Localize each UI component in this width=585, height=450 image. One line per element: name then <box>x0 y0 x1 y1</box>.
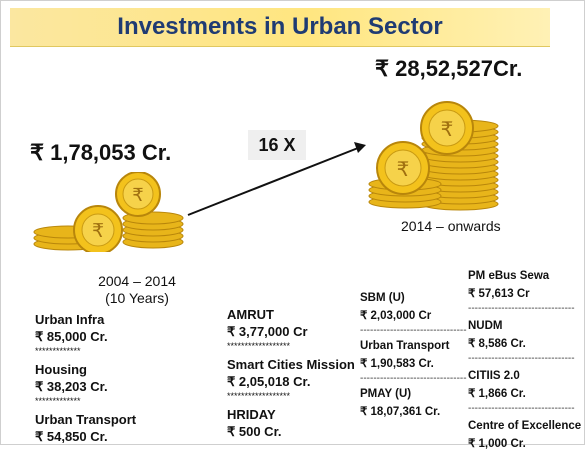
col4-item-value: ₹ 1,866 Cr. <box>468 388 526 400</box>
col4-item-name: Centre of Excellence <box>468 420 582 432</box>
col2-separator: ****************** <box>227 341 291 351</box>
col4-separator: -------------------------------- <box>468 303 575 314</box>
col4-item-value: ₹ 1,000 Cr. <box>468 438 526 450</box>
svg-text:₹: ₹ <box>132 185 143 206</box>
col2-item-name: Smart Cities Mission <box>227 357 355 372</box>
col3-item-name: SBM (U) <box>360 292 405 304</box>
col1-item-value: ₹ 38,203 Cr. <box>35 379 108 394</box>
col1-item-value: ₹ 54,850 Cr. <box>35 429 108 444</box>
rupee-coin-stack-large: ₹ ₹ <box>368 101 499 211</box>
page-title: Investments in Urban Sector <box>117 13 443 40</box>
multiplier-badge: 16 X <box>248 130 306 160</box>
col3-separator: -------------------------------- <box>360 325 467 336</box>
col1-item-name: Urban Transport <box>35 412 137 427</box>
col3-item-value: ₹ 18,07,361 Cr. <box>360 406 441 418</box>
col2-separator: ****************** <box>227 391 291 401</box>
col2-item-value: ₹ 3,77,000 Cr <box>227 324 308 339</box>
svg-text:₹: ₹ <box>397 157 410 181</box>
col3-item-name: Urban Transport <box>360 340 450 352</box>
col2-item-value: ₹ 2,05,018 Cr. <box>227 374 311 389</box>
col3-item-value: ₹ 2,03,000 Cr <box>360 310 432 322</box>
rupee-coin-stack-small: ₹ ₹ <box>33 172 184 252</box>
col1-item-value: ₹ 85,000 Cr. <box>35 329 108 344</box>
col1-item-name: Housing <box>35 362 87 377</box>
col1-separator: ************* <box>35 346 81 356</box>
col2-item-value: ₹ 500 Cr. <box>227 424 282 439</box>
column-3: SBM (U) ₹ 2,03,000 Cr ------------------… <box>360 292 467 418</box>
col4-item-value: ₹ 57,613 Cr <box>468 288 530 300</box>
left-period-line1: 2004 – 2014 <box>98 273 176 289</box>
column-2: AMRUT ₹ 3,77,000 Cr ****************** S… <box>227 307 355 440</box>
svg-text:₹: ₹ <box>92 220 104 242</box>
multiplier-label: 16 X <box>258 134 296 155</box>
col1-separator: ************* <box>35 396 81 406</box>
column-1: Urban Infra ₹ 85,000 Cr. ************* H… <box>35 312 136 445</box>
col4-item-name: NUDM <box>468 320 503 332</box>
col4-item-name: PM eBus Sewa <box>468 270 550 282</box>
column-4: PM eBus Sewa ₹ 57,613 Cr ---------------… <box>468 270 581 450</box>
col4-item-name: CITIIS 2.0 <box>468 370 520 382</box>
col2-item-name: HRIDAY <box>227 407 276 422</box>
col3-separator: -------------------------------- <box>360 373 467 384</box>
col3-item-value: ₹ 1,90,583 Cr. <box>360 358 434 370</box>
right-amount: ₹ 28,52,527Cr. <box>375 56 523 81</box>
col4-separator: -------------------------------- <box>468 353 575 364</box>
title-bar: Investments in Urban Sector <box>10 8 550 47</box>
left-period-line2: (10 Years) <box>105 290 169 306</box>
col4-separator: -------------------------------- <box>468 403 575 414</box>
left-amount: ₹ 1,78,053 Cr. <box>30 140 172 165</box>
col4-item-value: ₹ 8,586 Cr. <box>468 338 526 350</box>
left-period: 2004 – 2014 (10 Years) <box>82 273 192 307</box>
col2-item-name: AMRUT <box>227 307 274 322</box>
col3-item-name: PMAY (U) <box>360 388 412 400</box>
right-period: 2014 – onwards <box>401 218 501 234</box>
svg-text:₹: ₹ <box>441 117 454 141</box>
col1-item-name: Urban Infra <box>35 312 105 327</box>
